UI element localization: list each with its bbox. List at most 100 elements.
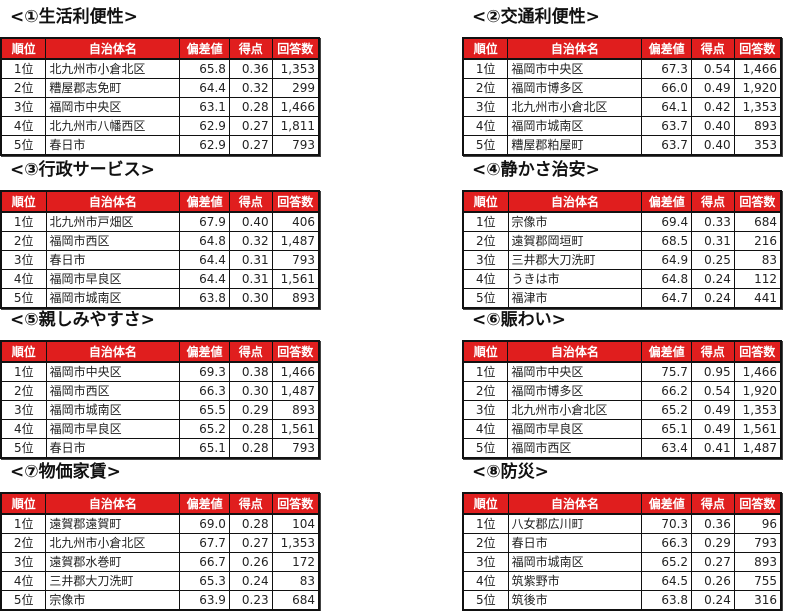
cell-responses: 83 xyxy=(271,571,320,591)
section-title: <①生活利便性> xyxy=(10,7,138,27)
header-responses: 回答数 xyxy=(271,38,319,60)
cell-rank: 1位 xyxy=(462,211,509,232)
cell-score: 0.40 xyxy=(690,135,735,156)
header-deviation: 偏差値 xyxy=(641,191,692,213)
cell-deviation: 63.4 xyxy=(641,438,692,459)
header-responses: 回答数 xyxy=(733,191,781,213)
cell-responses: 1,466 xyxy=(733,58,782,79)
cell-score: 0.29 xyxy=(228,400,273,420)
cell-rank: 4位 xyxy=(0,419,47,439)
ranking-table: 順位 自治体名 偏差値 得点 回答数 1位 北九州市戸畑区 67.9 0.40 406 2位 福岡市西… xyxy=(0,190,320,309)
cell-rank: 4位 xyxy=(0,571,47,591)
ranking-section-4: <④静かさ治安> 順位 自治体名 偏差値 得点 回答数 1位 宗像市 69.4 0.33 684 2位… xyxy=(462,156,784,309)
table-row: 4位 福岡市早良区 65.2 0.28 1,561 xyxy=(0,419,320,439)
cell-deviation: 65.3 xyxy=(179,571,230,591)
cell-responses: 684 xyxy=(733,211,782,232)
ranking-table: 順位 自治体名 偏差値 得点 回答数 1位 八女郡広川町 70.3 0.36 96 2位 春日市 66.… xyxy=(462,492,782,611)
cell-rank: 3位 xyxy=(462,250,509,270)
cell-municipality: 筑後市 xyxy=(507,590,643,611)
header-rank: 順位 xyxy=(0,191,46,213)
cell-score: 0.24 xyxy=(691,288,735,309)
cell-municipality: 北九州市戸畑区 xyxy=(45,211,181,232)
cell-score: 0.49 xyxy=(690,400,735,420)
ranking-table: 順位 自治体名 偏差値 得点 回答数 1位 福岡市中央区 69.3 0.38 1,466 2位 福岡市… xyxy=(0,340,320,459)
cell-score: 0.49 xyxy=(690,419,735,439)
cell-municipality: 福岡市西区 xyxy=(45,381,181,401)
cell-responses: 1,561 xyxy=(271,269,320,289)
cell-responses: 83 xyxy=(733,250,782,270)
cell-municipality: 福岡市城南区 xyxy=(507,116,643,136)
cell-responses: 1,353 xyxy=(271,58,320,79)
table-row: 4位 福岡市早良区 65.1 0.49 1,561 xyxy=(462,419,782,439)
cell-municipality: 福岡市西区 xyxy=(507,438,643,459)
header-deviation: 偏差値 xyxy=(179,341,230,363)
cell-responses: 1,920 xyxy=(733,381,782,401)
table-row: 2位 福岡市博多区 66.2 0.54 1,920 xyxy=(462,381,782,401)
cell-deviation: 66.2 xyxy=(641,381,692,401)
cell-responses: 1,353 xyxy=(271,533,320,553)
cell-responses: 353 xyxy=(733,135,782,156)
header-rank: 順位 xyxy=(0,38,46,60)
cell-rank: 1位 xyxy=(462,58,509,79)
cell-score: 0.27 xyxy=(228,135,273,156)
header-responses: 回答数 xyxy=(733,38,781,60)
table-row: 4位 福岡市城南区 63.7 0.40 893 xyxy=(462,116,782,136)
cell-municipality: 福岡市城南区 xyxy=(45,400,181,420)
cell-municipality: 北九州市小倉北区 xyxy=(507,97,643,117)
table-row: 5位 筑後市 63.8 0.24 316 xyxy=(462,590,782,611)
table-row: 3位 福岡市城南区 65.2 0.27 893 xyxy=(462,552,782,572)
cell-responses: 406 xyxy=(271,211,320,232)
table-header: 順位 自治体名 偏差値 得点 回答数 xyxy=(462,191,781,213)
cell-score: 0.31 xyxy=(228,269,273,289)
header-municipality: 自治体名 xyxy=(507,493,642,515)
table-row: 1位 福岡市中央区 67.3 0.54 1,466 xyxy=(462,58,782,79)
ranking-section-8: <⑧防災> 順位 自治体名 偏差値 得点 回答数 1位 八女郡広川町 70.3 0.36 96 2位春… xyxy=(462,458,784,611)
cell-score: 0.38 xyxy=(228,361,273,382)
table-row: 4位 うきは市 64.8 0.24 112 xyxy=(462,269,782,289)
cell-responses: 893 xyxy=(271,288,320,309)
cell-responses: 96 xyxy=(733,513,782,534)
cell-rank: 4位 xyxy=(0,116,47,136)
cell-municipality: 八女郡広川町 xyxy=(507,513,643,534)
cell-responses: 1,466 xyxy=(733,361,782,382)
cell-rank: 2位 xyxy=(462,231,509,251)
cell-rank: 2位 xyxy=(0,78,47,98)
table-header: 順位 自治体名 偏差値 得点 回答数 xyxy=(462,341,781,363)
ranking-section-3: <③行政サービス> 順位 自治体名 偏差値 得点 回答数 1位 北九州市戸畑区 67.9 0.40… xyxy=(0,156,322,309)
cell-municipality: 福岡市博多区 xyxy=(507,381,643,401)
table-row: 1位 福岡市中央区 69.3 0.38 1,466 xyxy=(0,361,320,382)
cell-municipality: 宗像市 xyxy=(507,211,643,232)
cell-deviation: 69.3 xyxy=(179,361,230,382)
cell-rank: 1位 xyxy=(0,58,47,79)
table-row: 3位 三井郡大刀洗町 64.9 0.25 83 xyxy=(462,250,782,270)
cell-deviation: 63.8 xyxy=(641,590,693,611)
cell-score: 0.27 xyxy=(228,533,273,553)
cell-responses: 316 xyxy=(733,590,782,611)
cell-score: 0.32 xyxy=(228,78,273,98)
ranking-table: 順位 自治体名 偏差値 得点 回答数 1位 宗像市 69.4 0.33 684 2位 遠賀郡岡垣町 68… xyxy=(462,190,782,309)
header-score: 得点 xyxy=(228,341,273,363)
cell-municipality: 糟屋郡志免町 xyxy=(45,78,181,98)
cell-responses: 1,487 xyxy=(271,231,320,251)
table-row: 3位 福岡市中央区 63.1 0.28 1,466 xyxy=(0,97,320,117)
header-rank: 順位 xyxy=(0,493,46,515)
cell-responses: 893 xyxy=(733,552,782,572)
cell-municipality: 福岡市早良区 xyxy=(45,269,181,289)
cell-rank: 2位 xyxy=(462,533,509,553)
cell-rank: 3位 xyxy=(0,552,47,572)
table-row: 2位 福岡市西区 64.8 0.32 1,487 xyxy=(0,231,320,251)
header-score: 得点 xyxy=(228,38,273,60)
cell-score: 0.23 xyxy=(228,590,273,611)
cell-responses: 1,466 xyxy=(271,361,320,382)
header-score: 得点 xyxy=(690,38,735,60)
cell-responses: 793 xyxy=(271,250,320,270)
cell-municipality: 福岡市早良区 xyxy=(507,419,643,439)
cell-deviation: 67.9 xyxy=(179,211,230,232)
cell-rank: 5位 xyxy=(0,438,47,459)
cell-score: 0.28 xyxy=(228,419,273,439)
cell-rank: 1位 xyxy=(462,361,509,382)
cell-score: 0.24 xyxy=(228,571,273,591)
cell-deviation: 63.7 xyxy=(641,116,692,136)
cell-municipality: 三井郡大刀洗町 xyxy=(507,250,643,270)
cell-score: 0.36 xyxy=(228,58,273,79)
